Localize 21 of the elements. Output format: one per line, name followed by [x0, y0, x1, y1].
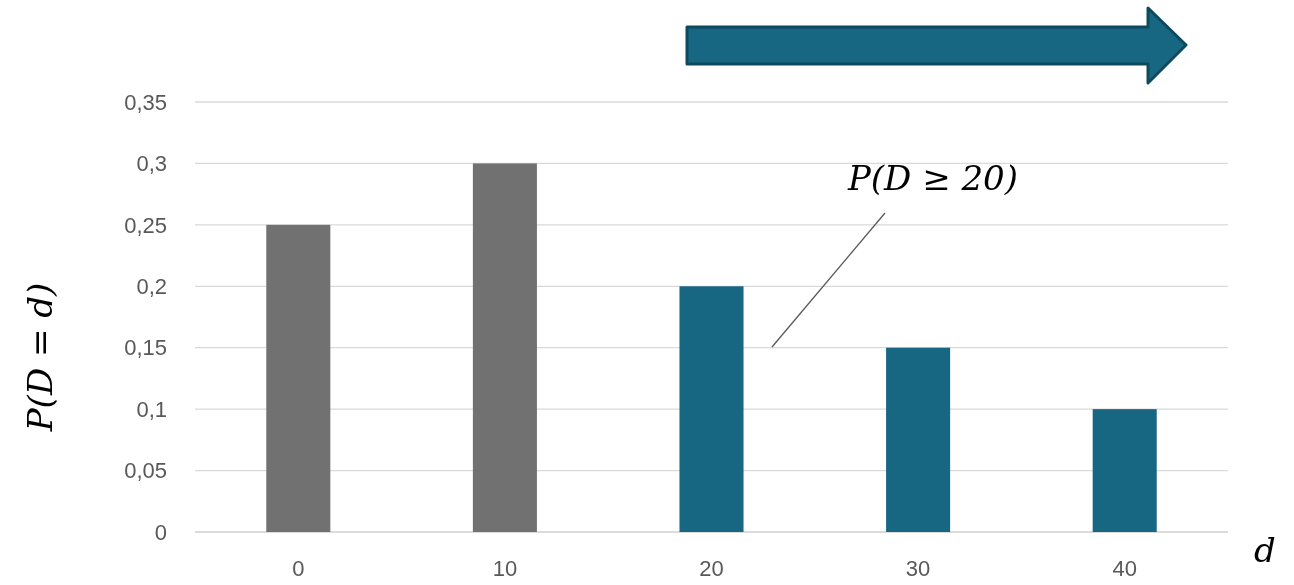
annotation: P(D ≥ 20)	[846, 158, 1019, 198]
x-tick-label: 40	[1112, 556, 1137, 581]
bar	[679, 286, 744, 532]
x-tick-label: 0	[292, 556, 305, 581]
y-tick-label: 0,25	[124, 212, 167, 238]
x-tick-label: 10	[492, 556, 518, 581]
y-tick-label: 0,15	[124, 335, 167, 361]
y-axis-title: P(D = d)	[20, 282, 60, 433]
y-tick-label: 0,35	[124, 89, 167, 115]
bar	[472, 163, 537, 532]
y-tick-label: 0,1	[136, 396, 167, 422]
bar	[266, 224, 331, 532]
y-tick-label: 0,2	[136, 273, 167, 299]
x-axis-title: d	[1254, 530, 1276, 570]
bar	[1092, 409, 1157, 532]
x-tick-label: 20	[699, 556, 724, 581]
x-tick-label: 30	[905, 556, 931, 581]
y-tick-label: 0,05	[124, 458, 167, 484]
y-tick-label: 0	[154, 519, 167, 545]
bar	[886, 347, 951, 532]
y-tick-label: 0,3	[136, 151, 167, 177]
